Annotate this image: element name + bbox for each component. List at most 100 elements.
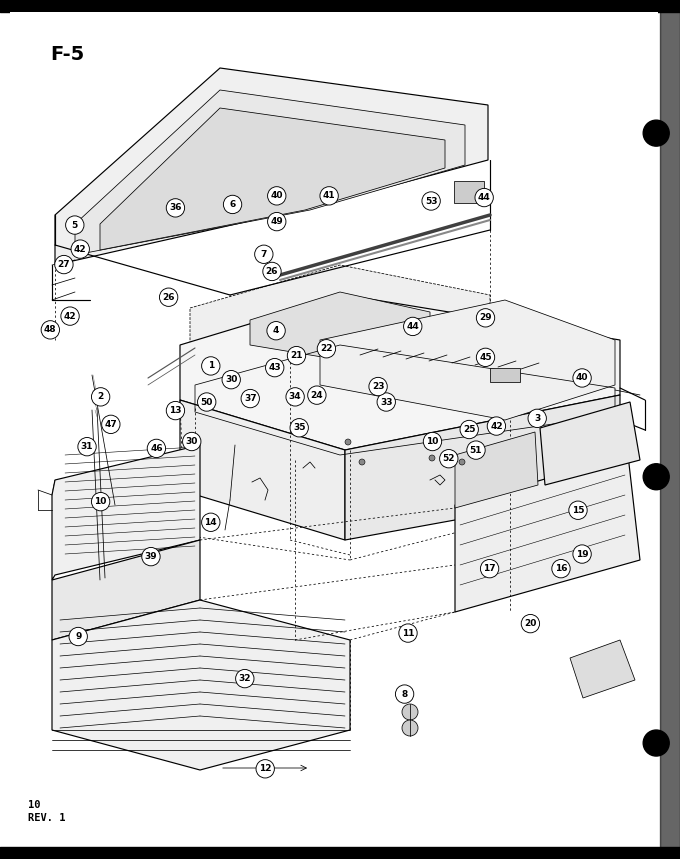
Text: 21: 21 [290,351,303,360]
Text: 6: 6 [229,200,236,209]
Circle shape [91,492,109,511]
Text: 22: 22 [320,344,333,353]
Circle shape [573,369,591,387]
Text: 15: 15 [572,506,584,515]
Polygon shape [55,68,488,265]
Circle shape [403,317,422,336]
Text: 45: 45 [479,353,492,362]
Text: 44: 44 [407,322,419,331]
Circle shape [256,759,274,778]
Polygon shape [52,445,200,580]
Text: 40: 40 [576,374,588,382]
Text: 8: 8 [401,690,408,698]
Circle shape [41,320,60,339]
Text: 30: 30 [186,437,198,446]
Circle shape [423,432,442,451]
Text: 14: 14 [205,518,217,527]
Text: 23: 23 [372,382,384,391]
Text: 43: 43 [269,363,281,372]
Circle shape [395,685,413,704]
Circle shape [460,420,479,439]
Polygon shape [75,90,465,255]
Circle shape [476,348,495,367]
Circle shape [267,321,286,340]
Polygon shape [345,395,620,540]
Circle shape [429,455,435,461]
Text: 30: 30 [225,375,237,384]
Circle shape [522,614,539,633]
Polygon shape [180,400,345,540]
Circle shape [197,393,216,411]
Text: 5: 5 [71,221,78,229]
Circle shape [222,370,241,389]
Circle shape [147,439,166,458]
Circle shape [91,387,109,406]
Text: 44: 44 [478,193,490,202]
Text: 13: 13 [169,406,182,415]
Text: 53: 53 [425,197,437,205]
Polygon shape [52,600,350,770]
Text: 36: 36 [169,204,182,212]
Circle shape [439,449,458,468]
Circle shape [475,188,493,207]
Text: 42: 42 [64,312,76,320]
Text: 27: 27 [58,260,70,269]
Text: 42: 42 [74,245,86,253]
Text: 2: 2 [97,393,104,401]
Circle shape [402,720,418,736]
Circle shape [286,387,305,406]
Text: 49: 49 [271,217,283,226]
Circle shape [201,356,220,375]
Text: 10: 10 [95,497,107,506]
Circle shape [643,730,669,756]
Bar [490,368,520,382]
Text: 20: 20 [524,619,537,628]
Circle shape [317,339,336,358]
Circle shape [61,307,79,326]
Circle shape [78,437,97,456]
Text: 12: 12 [259,765,271,773]
Circle shape [422,192,441,210]
Circle shape [398,624,418,643]
FancyBboxPatch shape [454,181,484,203]
Polygon shape [100,108,445,250]
Circle shape [262,262,282,281]
Text: 25: 25 [463,425,475,434]
Circle shape [141,547,160,566]
Polygon shape [250,292,430,360]
Text: 35: 35 [293,423,305,432]
Circle shape [267,212,286,231]
Text: 9: 9 [75,632,82,641]
Text: 17: 17 [483,564,496,573]
Circle shape [241,389,260,408]
Text: 24: 24 [311,391,323,399]
Circle shape [223,195,242,214]
Text: 40: 40 [271,192,283,200]
Circle shape [643,120,669,146]
Circle shape [345,439,351,445]
Text: 26: 26 [163,293,175,302]
Circle shape [65,216,84,235]
Circle shape [265,358,284,377]
Circle shape [466,441,485,460]
Circle shape [54,255,73,274]
Text: 39: 39 [145,552,157,561]
Polygon shape [455,455,640,612]
Circle shape [552,559,570,578]
Text: 10
REV. 1: 10 REV. 1 [28,800,65,823]
Circle shape [290,418,309,437]
Circle shape [69,627,87,646]
Text: 11: 11 [402,629,414,637]
Text: 29: 29 [479,314,492,322]
Circle shape [71,240,89,259]
Circle shape [573,545,591,564]
Circle shape [320,186,339,205]
Text: 46: 46 [150,444,163,453]
Polygon shape [455,432,538,508]
Text: 34: 34 [289,393,301,401]
Circle shape [643,464,669,490]
Text: 31: 31 [81,442,93,451]
Text: 10: 10 [426,437,439,446]
Text: F-5: F-5 [50,46,84,64]
Circle shape [402,704,418,720]
